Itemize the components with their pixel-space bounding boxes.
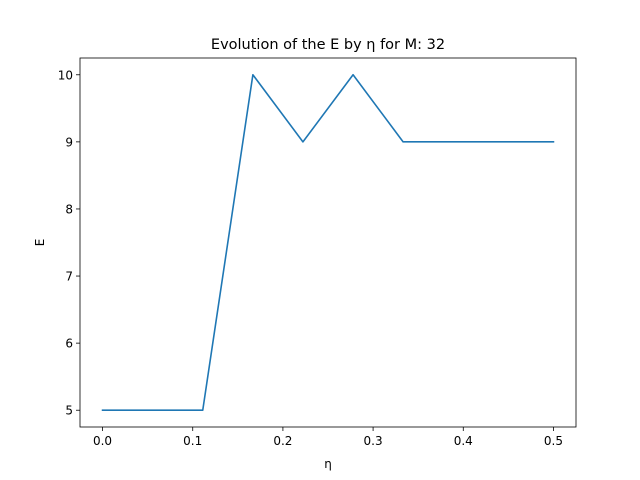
y-tick-label: 9 (65, 135, 73, 149)
y-axis: 5 6 7 8 9 10 (58, 68, 80, 418)
x-axis: 0.0 0.1 0.2 0.3 0.4 0.5 (93, 427, 563, 448)
y-tick-label: 10 (58, 68, 73, 82)
x-tick-label: 0.1 (183, 434, 202, 448)
chart-title: Evolution of the E by η for M: 32 (211, 37, 445, 53)
y-tick-label: 8 (65, 202, 73, 216)
x-tick-label: 0.5 (544, 434, 563, 448)
x-tick-label: 0.2 (273, 434, 292, 448)
y-axis-label: E (33, 239, 47, 247)
y-tick-label: 5 (65, 404, 73, 418)
x-tick-label: 0.4 (454, 434, 473, 448)
x-tick-label: 0.0 (93, 434, 112, 448)
axes-frame (79, 57, 577, 428)
plot-area (101, 73, 555, 412)
y-tick-label: 7 (65, 270, 73, 284)
series-line-0 (101, 73, 555, 412)
y-tick-label: 6 (65, 337, 73, 351)
x-tick-label: 0.3 (364, 434, 383, 448)
x-axis-label: η (324, 457, 332, 471)
